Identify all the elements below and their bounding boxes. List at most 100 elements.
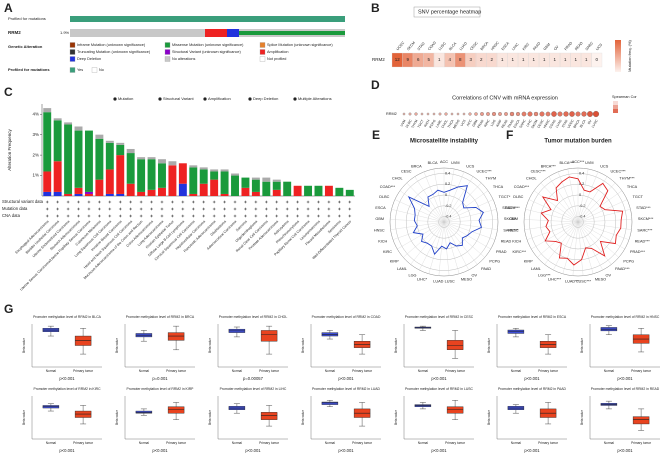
bar-segment	[220, 169, 229, 172]
bar-segment	[210, 171, 219, 180]
bar-segment	[147, 189, 156, 196]
cell-label: 1	[553, 57, 556, 62]
group-label: Normal	[232, 369, 243, 373]
category-label: ESCA***	[505, 206, 520, 210]
column-label: TGCT	[417, 119, 425, 129]
legend-swatch	[613, 105, 618, 109]
legend-swatch	[613, 109, 618, 113]
column-label: SARC	[585, 41, 595, 52]
x-tick-label: Uterine Serous Carcinoma/Uterine Papilla…	[19, 220, 91, 292]
spoke	[537, 221, 579, 258]
spoke	[577, 182, 616, 223]
column-label: ACC	[466, 118, 473, 127]
track-label: Structural variant data	[2, 199, 44, 204]
plot-title: Promoter methylation level of RRM2 in CE…	[405, 315, 474, 319]
legend-swatch	[69, 67, 76, 73]
spoke	[443, 221, 485, 258]
cell-label: 1	[511, 57, 514, 62]
bar-segment	[95, 134, 104, 139]
bar-segment	[64, 193, 73, 196]
cell-label: 1	[574, 57, 577, 62]
cell-label: 1	[438, 57, 441, 62]
group-label: Primary tumor	[352, 441, 373, 445]
category-label: CHOL	[392, 177, 403, 181]
category-label: KICH	[378, 240, 387, 244]
group-label: Normal	[511, 369, 522, 373]
category-label: KIRP	[524, 259, 533, 263]
p-value: p<0.001	[431, 376, 447, 381]
column-label: LAML	[435, 119, 443, 129]
dot	[480, 112, 484, 116]
bar-segment	[231, 175, 239, 196]
column-label: MESO	[452, 119, 461, 130]
box	[167, 332, 185, 341]
legend-swatch	[259, 49, 266, 55]
category-label: OV	[471, 273, 477, 277]
axis-title: Beta value	[208, 410, 212, 425]
legend-label: Deep Deletion	[253, 96, 278, 101]
category-label: ACC	[440, 160, 448, 164]
plot-title: Promoter methylation level of RRM2 in CO…	[312, 315, 381, 319]
column-label: LIHC	[511, 42, 520, 51]
dot	[569, 111, 575, 117]
bar-segment	[74, 193, 83, 196]
row-label: RRM2	[386, 112, 397, 116]
bar-segment	[116, 155, 125, 194]
dot	[533, 111, 539, 117]
group-label: Normal	[604, 369, 615, 373]
bar-segment	[43, 108, 52, 113]
category-label: THYM***	[619, 177, 635, 181]
category-label: DLBC	[513, 195, 523, 199]
group-label: Normal	[418, 369, 429, 373]
column-label: LUAD	[555, 118, 563, 128]
r-tick-label: -0.4	[579, 215, 586, 219]
r-tick-label: 0.2	[445, 182, 450, 186]
spoke	[577, 171, 599, 223]
dot	[432, 112, 436, 116]
bar-segment	[137, 157, 146, 160]
dot	[551, 111, 557, 117]
group-label: Normal	[139, 369, 150, 373]
category-label: CESC	[401, 170, 412, 174]
legend-label: Not profiled	[267, 57, 286, 61]
category-label: LUSC***	[576, 280, 591, 284]
spoke	[403, 221, 445, 258]
spoke	[531, 221, 579, 250]
column-label: PRAD	[477, 118, 485, 128]
legend-swatch	[69, 56, 76, 62]
dot	[456, 112, 460, 116]
bar-segment	[147, 157, 156, 160]
legend-swatch	[164, 49, 171, 55]
dot	[516, 112, 521, 117]
category-label: LAML	[397, 267, 407, 271]
category-label: GBM	[375, 217, 384, 221]
category-label: KIRC	[383, 250, 392, 254]
bar-segment	[126, 153, 135, 184]
category-label: LGG***	[538, 273, 551, 277]
panel-label: F	[506, 128, 513, 142]
spoke	[577, 221, 625, 250]
column-label: UVM	[399, 119, 406, 128]
legend-label: Structural Variant (unknown significance…	[172, 50, 241, 54]
p-value: p<0.001	[431, 448, 447, 453]
spoke	[443, 221, 478, 265]
column-label: UCS	[460, 118, 467, 127]
panel-label: D	[371, 78, 380, 92]
legend-label: Amplification	[208, 96, 231, 101]
bar-segment	[137, 191, 146, 196]
plot-title: Promoter methylation level of RRM2 in HN…	[591, 315, 660, 319]
bar-segment	[116, 142, 125, 145]
dot	[438, 112, 442, 116]
plot-title: Promoter methylation level of RRM2 in CH…	[219, 315, 288, 319]
bar-segment	[220, 193, 229, 196]
cell-label: 6	[417, 57, 420, 62]
spoke	[443, 171, 465, 223]
bar-segment	[199, 167, 208, 170]
legend-label: Yes	[77, 68, 83, 72]
r-tick-label: -0.2	[445, 204, 452, 208]
bar-segment	[43, 191, 52, 196]
group-label: Primary tumor	[73, 441, 94, 445]
bar-segment	[84, 191, 93, 194]
plot-title: Promoter methylation level of RRM2 in LU…	[405, 387, 474, 391]
column-label: BRCA	[480, 41, 490, 52]
